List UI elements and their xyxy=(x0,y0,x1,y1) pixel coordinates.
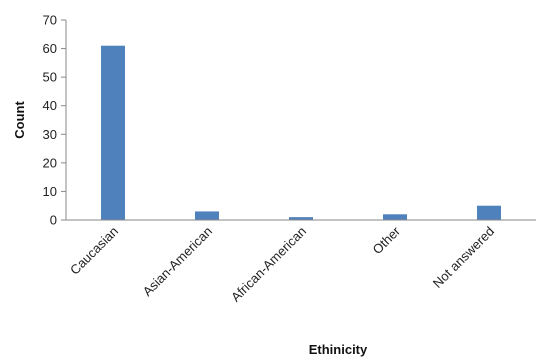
bars xyxy=(101,45,501,220)
y-tick-label: 40 xyxy=(43,98,57,113)
y-axis-title: Count xyxy=(12,101,27,139)
bar-caucasian xyxy=(101,45,125,220)
bar-other xyxy=(383,214,407,220)
x-axis-title: Ethinicity xyxy=(309,342,368,357)
y-axis-ticks: 0 10 20 30 40 50 60 70 xyxy=(43,13,66,228)
x-tick-label: Not answered xyxy=(430,224,497,291)
bar-asian-american xyxy=(195,211,219,220)
y-tick-label: 50 xyxy=(43,70,57,85)
bar-not-answered xyxy=(477,205,501,220)
y-tick-label: 60 xyxy=(43,41,57,56)
y-tick-label: 20 xyxy=(43,155,57,170)
y-tick-label: 10 xyxy=(43,184,57,199)
y-tick-label: 70 xyxy=(43,13,57,28)
x-tick-label: Asian-American xyxy=(140,224,215,299)
x-tick-label: Caucasian xyxy=(67,224,121,278)
y-tick-label: 0 xyxy=(50,213,57,228)
x-tick-label: Other xyxy=(370,223,404,257)
x-tick-label: African-American xyxy=(228,224,309,305)
x-axis-tick-labels: Caucasian Asian-American African-American O… xyxy=(67,223,497,305)
bar-african-american xyxy=(289,217,313,220)
y-tick-label: 30 xyxy=(43,127,57,142)
